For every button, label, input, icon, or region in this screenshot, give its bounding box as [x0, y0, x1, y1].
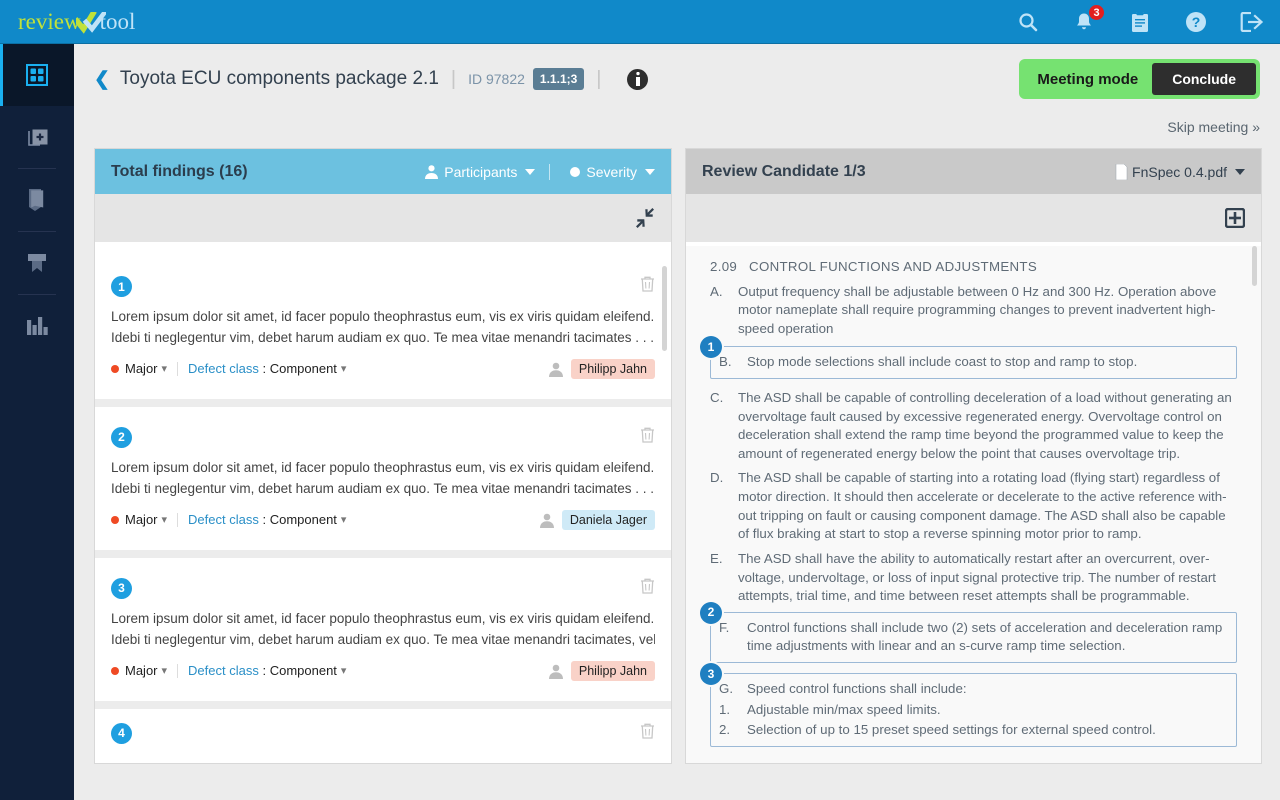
svg-text:?: ? [1192, 14, 1201, 30]
